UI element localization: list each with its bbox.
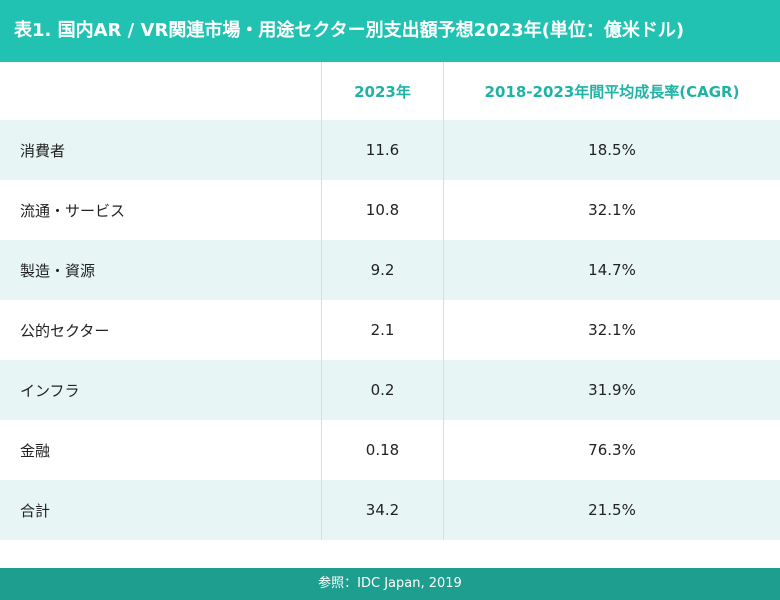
row-value-2023: 34.2 xyxy=(322,480,444,540)
row-sector: 製造・資源 xyxy=(0,240,322,300)
data-table: 2023年 2018-2023年間平均成長率(CAGR) 消費者 11.6 18… xyxy=(0,62,780,540)
row-sector: 消費者 xyxy=(0,120,322,180)
table-row: 消費者 11.6 18.5% xyxy=(0,120,780,180)
table-row-total: 合計 34.2 21.5% xyxy=(0,480,780,540)
table-row: 公的セクター 2.1 32.1% xyxy=(0,300,780,360)
row-cagr: 31.9% xyxy=(588,381,636,399)
table-row: 製造・資源 9.2 14.7% xyxy=(0,240,780,300)
row-value-2023: 10.8 xyxy=(322,180,444,240)
row-cagr: 32.1% xyxy=(588,201,636,219)
row-value-2023: 11.6 xyxy=(322,120,444,180)
header-2023: 2023年 xyxy=(322,62,444,120)
source-footer: 参照：IDC Japan, 2019 xyxy=(0,568,780,600)
row-cagr: 18.5% xyxy=(588,141,636,159)
table-title: 表1. 国内AR / VR関連市場・用途セクター別支出額予想2023年(単位：億… xyxy=(0,0,780,62)
row-sector: インフラ xyxy=(0,360,322,420)
row-value-2023: 9.2 xyxy=(322,240,444,300)
row-sector: 公的セクター xyxy=(0,300,322,360)
table-row: インフラ 0.2 31.9% xyxy=(0,360,780,420)
row-sector: 流通・サービス xyxy=(0,180,322,240)
row-sector: 金融 xyxy=(0,420,322,480)
row-cagr: 76.3% xyxy=(588,441,636,459)
table-row: 金融 0.18 76.3% xyxy=(0,420,780,480)
header-sector xyxy=(0,62,322,120)
row-value-2023: 0.2 xyxy=(322,360,444,420)
table-header-row: 2023年 2018-2023年間平均成長率(CAGR) xyxy=(0,62,780,120)
header-cagr: 2018-2023年間平均成長率(CAGR) xyxy=(484,82,740,101)
table-row: 流通・サービス 10.8 32.1% xyxy=(0,180,780,240)
row-cagr: 21.5% xyxy=(588,501,636,519)
row-value-2023: 2.1 xyxy=(322,300,444,360)
row-value-2023: 0.18 xyxy=(322,420,444,480)
row-sector: 合計 xyxy=(0,480,322,540)
row-cagr: 14.7% xyxy=(588,261,636,279)
row-cagr: 32.1% xyxy=(588,321,636,339)
